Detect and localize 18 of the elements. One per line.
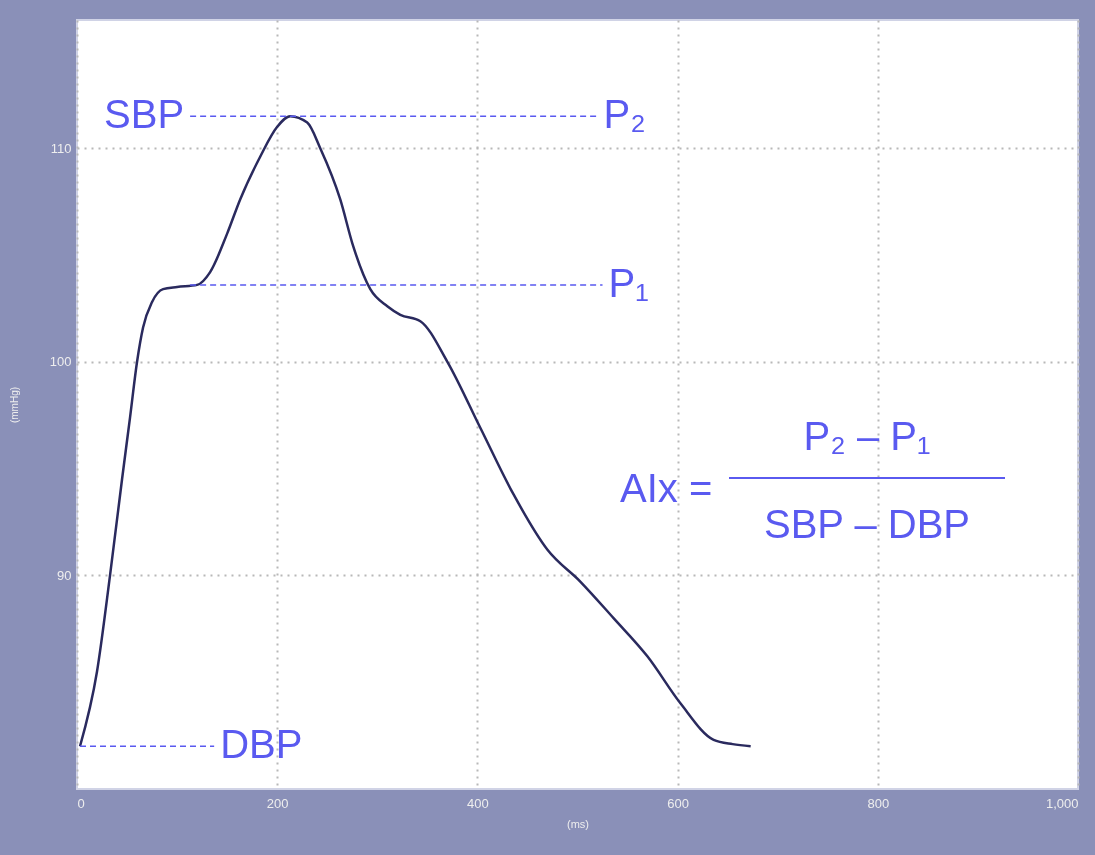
x-axis-title: (ms) (567, 817, 589, 830)
x-tick-label: 0 (77, 795, 85, 811)
x-tick-label: 800 (867, 795, 890, 811)
annotation: P₂ – P₁ (803, 414, 931, 458)
annotation: SBP (104, 92, 185, 137)
annotation: AIx = (620, 466, 713, 510)
annotation: DBP (220, 722, 303, 767)
x-tick-label: 200 (266, 795, 289, 811)
annotation: P₁ (608, 260, 649, 305)
x-tick-label: 600 (667, 795, 689, 811)
y-tick-label: 90 (57, 567, 72, 583)
y-tick-label: 110 (50, 140, 72, 156)
x-tick-label: 400 (467, 795, 489, 811)
y-axis-title: (mmHg) (8, 386, 20, 424)
y-tick-label: 100 (49, 354, 72, 370)
annotation: SBP – DBP (763, 502, 971, 546)
x-tick-label: 1,000 (1045, 795, 1079, 811)
annotation: P₂ (603, 92, 646, 137)
